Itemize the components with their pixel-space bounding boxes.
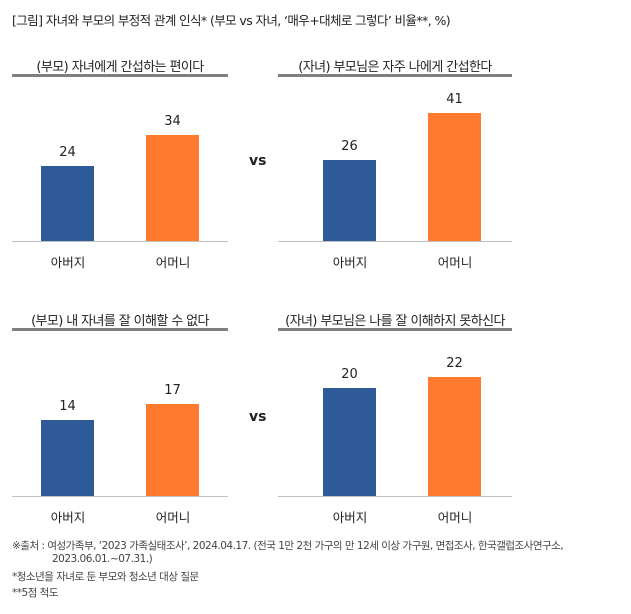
plot-area: 20 22	[278, 336, 512, 496]
category-label: 어머니	[155, 255, 191, 270]
data-label: 24	[59, 144, 76, 160]
vs-label: vs	[249, 153, 267, 169]
title-underline	[278, 328, 512, 331]
baseline	[278, 496, 512, 497]
data-label: 26	[341, 138, 358, 154]
data-label: 20	[341, 367, 358, 382]
category-label: 어머니	[437, 510, 473, 525]
bar-mother	[428, 377, 481, 496]
footnote-1: *청소년을 자녀로 둔 부모와 청소년 대상 질문	[12, 571, 199, 583]
plot-area: 24 34	[12, 81, 228, 241]
category-label: 아버지	[332, 255, 368, 270]
vs-label: vs	[249, 409, 267, 425]
panel-title: (부모) 내 자녀를 잘 이해할 수 없다	[31, 314, 209, 329]
panel-title: (부모) 자녀에게 간섭하는 편이다	[36, 60, 204, 75]
category-label: 아버지	[332, 510, 368, 525]
bar-father	[323, 159, 376, 241]
category-label: 아버지	[50, 510, 86, 525]
category-label: 어머니	[437, 255, 473, 270]
bar-mother	[428, 112, 481, 241]
source-note-dates: 2023.06.01.~07.31.)	[52, 553, 153, 565]
data-label: 41	[446, 91, 463, 107]
baseline	[12, 496, 228, 497]
footnote-2: **5점 척도	[12, 587, 59, 599]
panel-title: (자녀) 부모님은 자주 나에게 간섭한다	[298, 60, 492, 75]
bar-father	[41, 165, 94, 241]
bar-father	[41, 420, 94, 496]
title-underline	[278, 74, 512, 77]
plot-area: 26 41	[278, 81, 512, 241]
bar-father	[323, 388, 376, 496]
baseline	[12, 241, 228, 242]
baseline	[278, 241, 512, 242]
plot-area: 14 17	[12, 336, 228, 496]
bar-mother	[146, 134, 199, 241]
data-label: 14	[59, 399, 76, 415]
data-label: 17	[164, 383, 181, 399]
title-underline	[12, 328, 228, 331]
panel-title: (자녀) 부모님은 나를 잘 이해하지 못하신다	[285, 314, 505, 329]
title-underline	[12, 74, 228, 77]
category-label: 아버지	[50, 255, 86, 270]
source-note: ※출처 : 여성가족부, ‘2023 가족실태조사’, 2024.04.17. …	[12, 540, 564, 552]
bar-mother	[146, 404, 199, 496]
data-label: 34	[164, 113, 181, 129]
category-label: 어머니	[155, 510, 191, 525]
figure-title: [그림] 자녀와 부모의 부정적 관계 인식* (부모 vs 자녀, ‘매우+대…	[12, 13, 451, 28]
data-label: 22	[446, 356, 463, 372]
